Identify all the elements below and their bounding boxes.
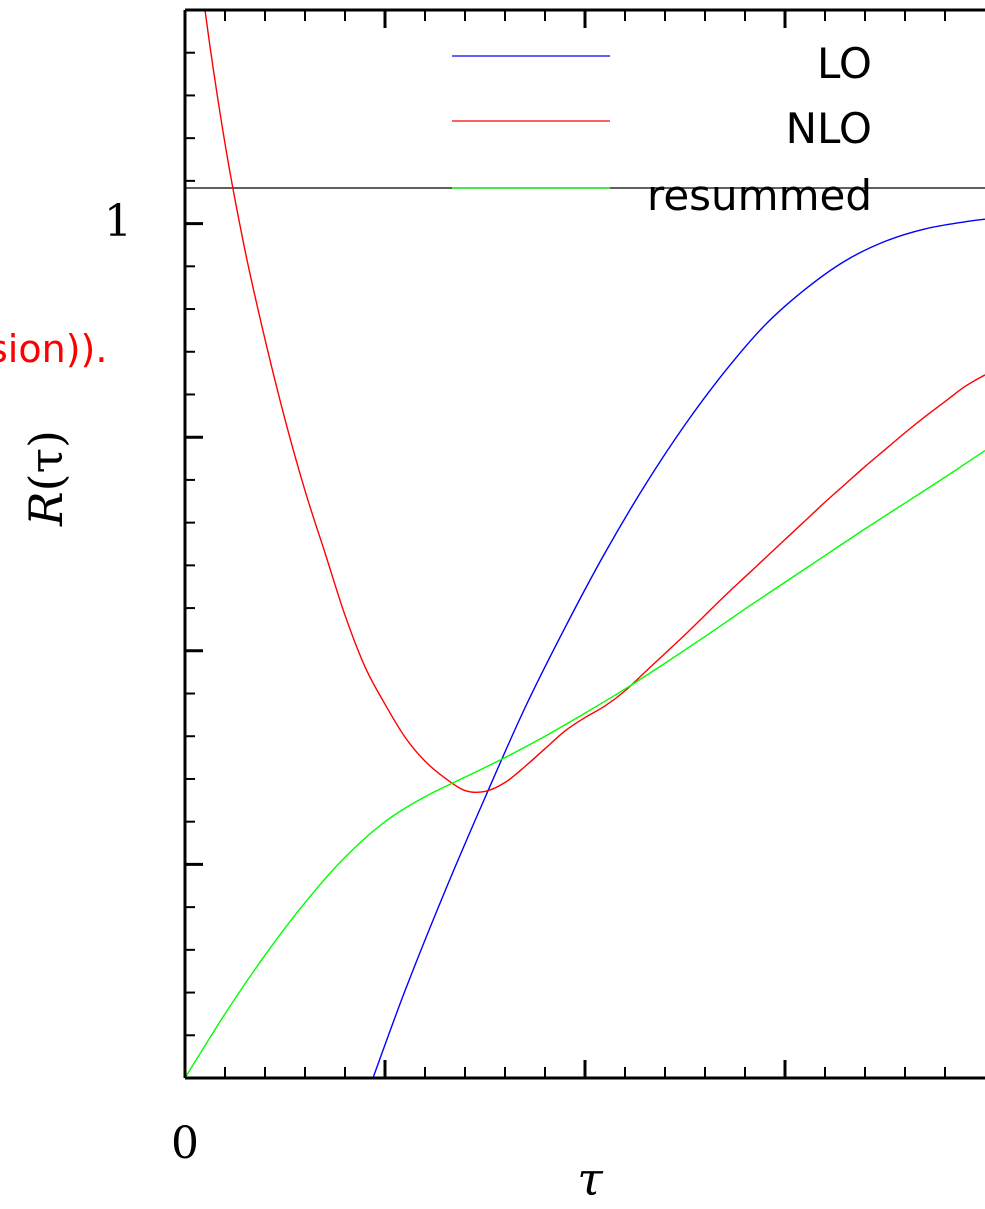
y-axis-label-variable: R: [19, 491, 73, 527]
y-tick-label-1: 1: [104, 196, 132, 247]
x-tick-label-0: 0: [171, 1118, 199, 1169]
y-axis-label-argument: (τ): [19, 430, 73, 491]
legend: LO NLO resummed: [452, 39, 872, 220]
series-line-lo: [372, 218, 985, 1078]
series-line-nlo: [204, 10, 985, 794]
legend-label-resummed: resummed: [647, 171, 872, 220]
legend-label-lo: LO: [817, 39, 872, 88]
x-axis-label: τ: [577, 1152, 604, 1206]
y-axis-label: R(τ): [19, 430, 73, 527]
series-line-resummed: [185, 449, 985, 1078]
legend-label-nlo: NLO: [786, 104, 872, 153]
cropped-annotation: sion)).: [0, 327, 107, 371]
